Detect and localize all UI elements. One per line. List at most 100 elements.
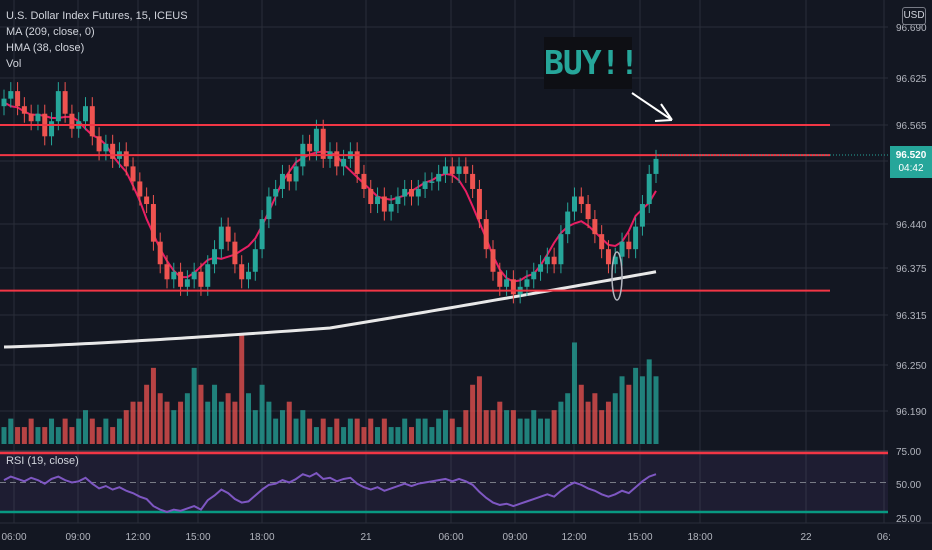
volume-bar	[55, 427, 61, 444]
volume-bar	[585, 401, 591, 444]
candle-body	[96, 136, 102, 152]
candle-body	[232, 241, 238, 265]
volume-bar	[605, 401, 611, 444]
candle-body	[171, 271, 177, 280]
vol-legend[interactable]: Vol	[6, 58, 22, 70]
candle-body	[320, 128, 326, 159]
candle-body	[585, 204, 591, 220]
candle-body	[626, 241, 632, 250]
rsi-pane	[0, 450, 932, 514]
volume-bar	[646, 359, 652, 444]
rsi-axis: 75.00 50.00 25.00	[896, 447, 921, 525]
price-tick-label: 96.625	[896, 74, 927, 85]
price-tick-label: 96.440	[896, 220, 927, 231]
candle-body	[531, 271, 537, 280]
candle-body	[252, 249, 258, 272]
volume-bar	[409, 427, 414, 444]
volume-bar	[347, 418, 353, 444]
volume-bar	[388, 427, 394, 444]
volume-bar	[266, 401, 272, 444]
price-tick-label: 96.565	[896, 121, 927, 132]
candle-body	[483, 219, 489, 250]
volume-bar	[341, 427, 347, 444]
time-tick-label: 15:00	[185, 532, 210, 543]
volume-bar	[35, 427, 41, 444]
candle-body	[442, 166, 448, 174]
volume-bar	[517, 418, 523, 444]
price-axis[interactable]: 96.690 96.625 96.565 96.440 96.375 96.315 96.2…	[888, 0, 932, 523]
candle-body	[239, 264, 245, 280]
candle-body	[470, 173, 476, 189]
hma-38-line	[3, 101, 657, 283]
candle-body	[368, 188, 374, 205]
candle-body	[110, 143, 116, 159]
volume-bar	[198, 384, 204, 444]
candle-body	[361, 173, 367, 189]
symbol-title[interactable]: U.S. Dollar Index Futures, 15, ICEUS	[6, 10, 188, 22]
volume-bar	[476, 376, 482, 444]
volume-bar	[8, 418, 14, 444]
candle-body	[8, 91, 14, 99]
volume-bar	[137, 401, 143, 444]
candle-body	[164, 264, 170, 280]
currency-button[interactable]: USD	[902, 7, 926, 25]
time-tick-label: 12:00	[125, 532, 150, 543]
time-axis[interactable]: 06:00 09:00 12:00 15:00 18:00 21 06:00 09:00 12:…	[0, 522, 932, 543]
volume-bar	[89, 418, 95, 444]
volume-bar	[157, 393, 163, 444]
volume-bar	[565, 393, 571, 444]
candle-body	[354, 151, 360, 174]
volume-bar	[218, 401, 224, 444]
rsi-legend[interactable]: RSI (19, close)	[6, 455, 79, 467]
candle-body	[592, 219, 598, 235]
candle-body	[15, 91, 21, 107]
candle-body	[35, 113, 41, 122]
volume-bar	[300, 410, 306, 444]
candle-body	[456, 166, 462, 174]
volume-bar	[368, 418, 374, 444]
candle-body	[83, 106, 88, 122]
volume-bar	[327, 427, 333, 444]
candle-body	[381, 196, 387, 212]
candle-body	[409, 188, 414, 197]
volume-bar	[144, 384, 150, 444]
candle-body	[103, 143, 109, 152]
volume-bar	[184, 393, 190, 444]
candle-body	[612, 256, 618, 265]
buy-annotation: BUY!!	[544, 37, 639, 89]
volume-bar	[436, 418, 442, 444]
candle-body	[476, 188, 482, 220]
support-resistance-lines	[0, 124, 830, 292]
grid-lines	[0, 0, 888, 523]
candlesticks	[1, 82, 659, 304]
candle-body	[646, 173, 652, 205]
candle-body	[246, 271, 251, 280]
candle-body	[510, 279, 516, 295]
candle-body	[565, 211, 571, 235]
price-tick-label: 96.690	[896, 23, 927, 34]
candle-body	[184, 279, 190, 287]
candle-body	[341, 158, 347, 167]
time-tick-label: 12:00	[561, 532, 586, 543]
candle-body	[150, 204, 156, 242]
candle-body	[551, 256, 557, 265]
hma-legend[interactable]: HMA (38, close)	[6, 42, 85, 54]
volume-bar	[96, 427, 102, 444]
candle-body	[307, 143, 313, 152]
candle-body	[1, 98, 7, 107]
volume-bar	[531, 410, 537, 444]
candle-body	[334, 151, 340, 167]
volume-bar	[599, 410, 605, 444]
volume-bar	[354, 418, 360, 444]
volume-bar	[334, 418, 340, 444]
volume-bar	[442, 410, 448, 444]
volume-bar	[110, 427, 116, 444]
candle-body	[55, 91, 61, 122]
volume-bar	[76, 418, 82, 444]
ma-legend[interactable]: MA (209, close, 0)	[6, 26, 95, 38]
candle-body	[28, 113, 34, 122]
volume-bar	[62, 418, 68, 444]
volume-bar	[293, 418, 299, 444]
volume-bar	[429, 427, 435, 444]
